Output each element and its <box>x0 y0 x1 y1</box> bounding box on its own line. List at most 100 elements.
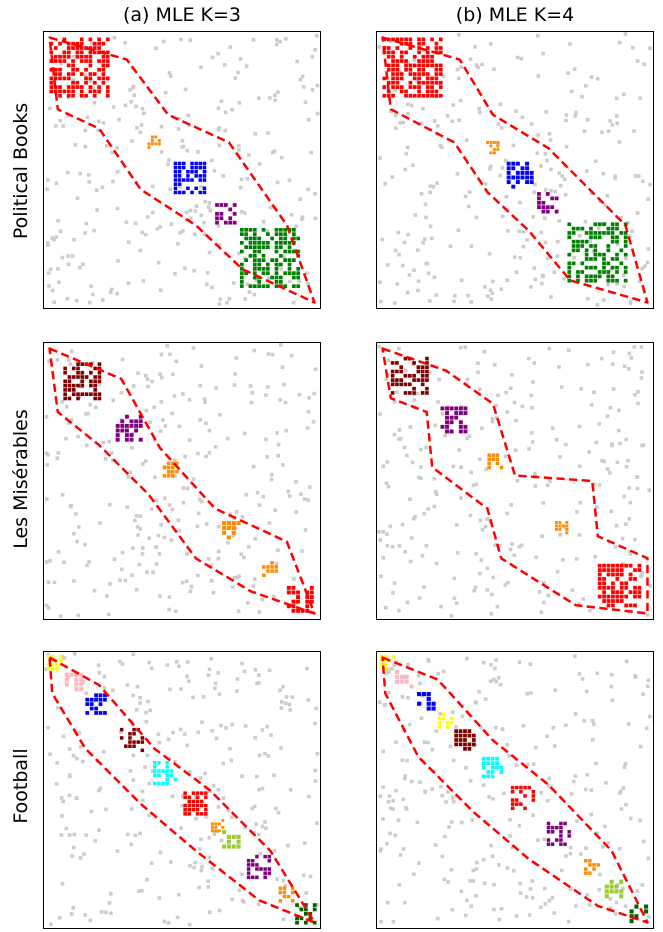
block-cell <box>602 261 606 266</box>
noise-cell <box>267 668 272 673</box>
block-cell <box>283 232 288 236</box>
noise-cell <box>306 281 310 286</box>
noise-cell <box>428 184 433 188</box>
block-cell <box>166 465 171 470</box>
noise-cell <box>120 550 125 555</box>
noise-cell <box>433 423 438 428</box>
noise-cell <box>603 203 608 207</box>
block-cell <box>623 270 628 274</box>
noise-cell <box>52 237 56 242</box>
block-cell <box>417 37 421 42</box>
noise-cell <box>219 99 224 104</box>
block-cell <box>98 711 103 715</box>
noise-cell <box>590 718 595 723</box>
block-cell <box>420 365 425 370</box>
noise-cell <box>71 845 76 850</box>
noise-cell <box>476 361 480 365</box>
block-cell <box>170 474 175 478</box>
noise-cell <box>384 377 389 381</box>
block-cell <box>215 216 219 221</box>
block-cell <box>80 370 85 375</box>
block-cell <box>278 890 283 895</box>
block-cell <box>434 76 439 81</box>
noise-cell <box>515 478 520 483</box>
block-cell <box>101 41 106 46</box>
block-cell <box>71 80 75 85</box>
block-cell <box>138 423 143 428</box>
block-cell <box>395 76 400 81</box>
noise-cell <box>85 563 89 568</box>
block-cell <box>437 725 442 729</box>
block-cell <box>286 585 291 590</box>
noise-cell <box>235 677 240 681</box>
noise-cell <box>499 287 504 291</box>
block-cell <box>624 594 629 599</box>
noise-cell <box>614 96 619 101</box>
panel-football-k4 <box>376 651 654 929</box>
noise-cell <box>379 919 383 924</box>
block-cell <box>274 240 279 245</box>
block-cell <box>425 46 430 50</box>
noise-cell <box>577 602 581 606</box>
noise-cell <box>138 701 142 705</box>
noise-cell <box>72 652 77 656</box>
block-cell <box>417 701 422 706</box>
noise-cell <box>499 906 504 911</box>
noise-cell <box>101 440 106 445</box>
block-cell <box>523 806 527 811</box>
block-cell <box>287 249 292 254</box>
noise-cell <box>408 497 412 502</box>
block-cell <box>204 795 208 800</box>
block-cell <box>76 362 80 366</box>
noise-cell <box>606 282 610 287</box>
block-cell <box>425 72 430 76</box>
block-cell <box>412 63 417 68</box>
noise-cell <box>239 552 243 557</box>
noise-cell <box>492 677 496 682</box>
block-cell <box>420 373 425 378</box>
block-cell <box>615 270 619 274</box>
noise-cell <box>468 779 473 783</box>
noise-cell <box>91 361 95 365</box>
noise-cell <box>503 454 508 459</box>
block-cell <box>84 80 88 85</box>
noise-cell <box>622 364 627 369</box>
noise-cell <box>188 216 193 221</box>
noise-cell <box>529 285 533 289</box>
block-cell <box>292 227 296 232</box>
block-cell <box>92 46 97 50</box>
noise-cell <box>531 762 536 766</box>
block-cell <box>283 271 288 276</box>
block-cell <box>187 795 192 800</box>
noise-cell <box>152 405 157 410</box>
noise-cell <box>396 818 401 822</box>
block-cell <box>63 383 67 388</box>
noise-cell <box>96 128 100 133</box>
noise-cell <box>384 671 389 675</box>
block-cell <box>252 253 257 258</box>
noise-cell <box>419 465 423 469</box>
noise-cell <box>390 666 394 671</box>
block-cell <box>153 765 157 769</box>
noise-cell <box>158 372 162 377</box>
block-cell <box>55 663 59 667</box>
block-cell <box>589 274 593 279</box>
noise-cell <box>613 174 618 179</box>
noise-cell <box>125 505 130 510</box>
block-cell <box>105 59 110 63</box>
block-cell <box>417 80 421 85</box>
noise-cell <box>457 32 461 37</box>
noise-cell <box>294 479 298 484</box>
block-cell <box>420 391 425 395</box>
noise-cell <box>81 680 85 684</box>
block-cell <box>173 170 178 174</box>
noise-cell <box>408 559 413 564</box>
noise-cell <box>97 788 101 793</box>
block-cell <box>138 437 143 442</box>
noise-cell <box>300 549 304 553</box>
block-cell <box>615 252 619 257</box>
noise-cell <box>630 229 634 234</box>
noise-cell <box>475 860 479 865</box>
noise-cell <box>536 133 541 137</box>
noise-cell <box>258 162 262 166</box>
